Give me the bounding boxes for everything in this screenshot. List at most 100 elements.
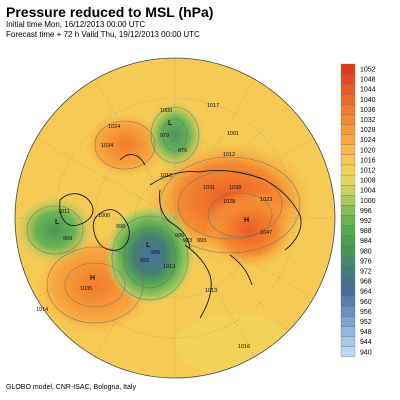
legend-label: 1040 [360,97,376,104]
legend-swatch [340,63,356,75]
legend-label: 1048 [360,77,376,84]
pressure-label: 993 [197,238,206,244]
legend-swatch [340,235,356,246]
map-title: Pressure reduced to MSL (hPa) [6,4,214,20]
legend-swatch [340,306,356,317]
pressure-label: 1034 [101,143,113,149]
deep-low-area [105,205,195,305]
pressure-label: 1035 [80,286,92,292]
legend-swatch [340,104,356,115]
graticule [15,58,335,378]
model-credit: GLOBO model, CNR-ISAC, Bologna, Italy [6,384,136,391]
legend-label: 1044 [360,87,376,94]
legend-swatch [340,114,356,125]
pressure-label: 1011 [58,209,70,215]
legend-label: 1016 [360,157,376,164]
pressure-label: 979 [160,133,169,139]
legend-label: 992 [360,218,372,225]
pressure-label: 976 [178,148,187,154]
pressure-label: 985 [151,250,160,256]
legend-label: 956 [360,309,372,316]
legend-label: 1028 [360,127,376,134]
coastlines [59,154,302,319]
pressure-label: 999 [63,236,72,242]
legend-label: 1012 [360,168,376,175]
legend-swatch [340,134,356,145]
legend-label: 948 [360,329,372,336]
legend-label: 1032 [360,117,376,124]
pressure-label: 992 [140,258,149,264]
initial-time-text: Initial time Mon, 16/12/2013 00:00 UTC [6,20,146,29]
pressure-label: 1023 [260,197,272,203]
legend-swatch [340,275,356,287]
pressure-label: 1000 [160,108,172,114]
legend-label: 1024 [360,137,376,144]
legend-swatch [340,195,356,206]
pressure-label: 1017 [207,103,219,109]
legend-label: 940 [360,349,372,356]
legend-swatch [340,286,356,297]
legend-swatch [340,154,356,166]
legend-label: 1052 [360,67,376,74]
pressure-label: 1016 [238,344,250,350]
legend-label: 1020 [360,147,376,154]
legend-label: 1000 [360,198,376,205]
legend-swatch [340,185,356,196]
legend-label: 968 [360,279,372,286]
pressure-label: 1013 [163,264,175,270]
pressure-label: 998 [116,224,125,230]
legend-swatch [340,326,356,337]
legend-swatch [340,174,356,186]
pressure-label: 1013 [205,288,217,294]
legend-swatch [340,215,356,226]
legend-swatch [340,164,356,176]
legend-swatch [340,94,356,105]
legend-swatch [340,73,356,85]
high-marker: H [90,275,95,282]
legend-swatch [340,336,356,347]
legend-swatch [340,245,356,257]
pressure-label: 1016 [160,173,172,179]
legend-swatch [340,124,356,135]
legend-swatch [340,255,356,267]
legend-swatch [340,84,356,95]
pressure-label: 1000 [98,213,110,219]
legend-label: 944 [360,339,372,346]
pressure-label: 1012 [223,152,235,158]
map-disc-outline [14,57,336,379]
legend-label: 984 [360,238,372,245]
north-high-area [85,113,165,177]
pressure-label: 1047 [260,230,272,236]
low-marker: L [146,242,151,249]
forecast-time-text: Forecast time + 72 h Valid Thu, 19/12/20… [6,30,200,39]
legend-label: 952 [360,319,372,326]
legend-label: 1008 [360,178,376,185]
legend-swatch [340,296,356,307]
pressure-label: 1028 [223,199,235,205]
pressure-label: 996 [175,233,184,239]
pressure-label: 1038 [229,185,241,191]
legend-label: 996 [360,208,372,215]
pressure-label: 1001 [227,131,239,137]
legend-label: 976 [360,258,372,265]
pressure-label: 1024 [108,124,120,130]
high-marker: H [244,217,249,224]
legend-swatch [340,225,356,236]
legend-label: 980 [360,248,372,255]
legend-label: 988 [360,228,372,235]
pressure-label: 1014 [36,307,48,313]
pressure-label: 983 [183,238,192,244]
low-marker: L [55,219,60,226]
low-marker: L [168,120,173,127]
legend-swatch [340,346,356,358]
legend-swatch [340,144,356,156]
legend-label: 964 [360,289,372,296]
legend-label: 960 [360,299,372,306]
legend-swatch [340,316,356,327]
western-low-area [15,195,95,265]
legend-label: 1004 [360,188,376,195]
legend-label: 972 [360,269,372,276]
legend-label: 1036 [360,107,376,114]
